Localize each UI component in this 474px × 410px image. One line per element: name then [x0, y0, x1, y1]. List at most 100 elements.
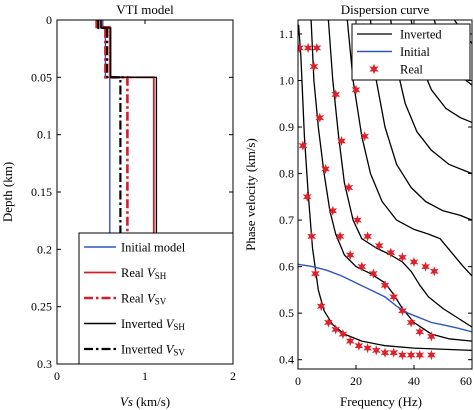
velocity-tick-label: 0.4 — [279, 353, 294, 367]
real-data-point — [386, 247, 396, 258]
depth-tick-label: 0.2 — [37, 242, 52, 256]
dispersion-legend: Inverted Initial Real — [351, 23, 471, 81]
series-line-inv_sh — [100, 20, 158, 364]
vs-tick-label: 2 — [230, 369, 236, 383]
real-data-point — [321, 163, 330, 174]
real-data-point — [406, 349, 416, 361]
frequency-tick-label: 60 — [460, 374, 472, 388]
real-data-point — [312, 42, 322, 53]
dispersion-plot-frame — [297, 19, 473, 370]
depth-tick-label: 0.05 — [31, 70, 52, 84]
vs-axis-label: Vs (km/s) — [120, 394, 170, 409]
depth-tick-label: 0 — [46, 13, 52, 27]
real-data-point — [389, 291, 399, 303]
inverted-mode-curve — [298, 24, 472, 352]
real-data-point — [398, 349, 407, 361]
real-data-point — [315, 112, 325, 123]
legend-label: Inverted VSH — [121, 317, 185, 332]
frequency-tick-label: 0 — [295, 374, 301, 388]
real-data-point — [363, 231, 372, 242]
depth-tick-label: 0.15 — [31, 185, 52, 199]
real-data-point — [345, 336, 355, 347]
real-data-point — [316, 301, 326, 312]
vs-tick-label: 1 — [142, 369, 148, 383]
real-data-point — [380, 280, 390, 291]
vti-model-title: VTI model — [116, 2, 174, 17]
real-data-point — [353, 215, 362, 226]
real-data-point — [324, 317, 333, 328]
inverted-mode-curve — [346, 20, 472, 277]
legend-label: Initial model — [121, 241, 186, 255]
real-data-point — [421, 261, 430, 272]
real-data-point — [328, 205, 338, 216]
real-data-point — [354, 340, 364, 351]
vti-model-legend: Initial model Real VSH Real VSV Inverted VS… — [78, 232, 234, 365]
real-data-point — [363, 343, 372, 354]
inverted-mode-curve — [369, 20, 472, 221]
vti-model-panel: VTI model Depth (km) Vs (km/s) 0 1 2 0 0.05 0… — [0, 2, 236, 409]
real-data-point — [303, 42, 313, 53]
depth-tick-label: 0.1 — [37, 128, 52, 142]
legend-label: Initial — [400, 45, 430, 59]
real-data-point — [331, 324, 341, 335]
real-data-point — [415, 326, 425, 337]
series-line-inv_sv — [97, 20, 122, 364]
real-data-point — [335, 231, 345, 242]
dispersion-ticks: 0 20 40 60 0.4 0.5 0.6 0.7 0.8 0.9 1.0 1.1 — [279, 20, 473, 388]
real-data-point — [398, 305, 407, 316]
velocity-tick-label: 1.0 — [279, 73, 294, 87]
series-line-real_sv — [95, 20, 129, 364]
velocity-tick-label: 1.1 — [279, 27, 294, 41]
real-data-point — [429, 266, 439, 277]
real-data-point — [398, 252, 407, 263]
legend-label: Real — [400, 63, 423, 77]
real-data-point — [357, 261, 367, 272]
real-data-point — [298, 140, 308, 151]
real-data-point — [427, 331, 436, 342]
real-data-point — [309, 61, 319, 72]
real-data-point — [311, 268, 320, 279]
real-data-point — [331, 89, 341, 100]
real-data-point — [415, 349, 425, 361]
legend-label: Inverted — [400, 28, 442, 42]
inverted-mode-curve — [310, 20, 472, 342]
real-data-point — [360, 131, 370, 142]
real-data-point — [338, 329, 348, 340]
velocity-tick-label: 0.6 — [279, 260, 294, 274]
velocity-tick-label: 0.8 — [279, 167, 294, 181]
depth-tick-label: 0.25 — [31, 300, 52, 314]
legend-label: Inverted VSV — [121, 343, 185, 358]
initial-curve — [298, 263, 472, 333]
frequency-tick-label: 40 — [408, 374, 420, 388]
vs-axis-label-unit: (km/s) — [133, 394, 170, 409]
real-data-point — [351, 84, 361, 95]
frequency-tick-label: 20 — [350, 374, 362, 388]
vti-model-ticks: 0 1 2 0 0.05 0.1 0.15 0.2 0.25 0.3 — [31, 13, 236, 383]
real-data-point — [298, 42, 304, 53]
phase-velocity-axis-label: Phase velocity (km/s) — [243, 138, 258, 251]
frequency-axis-label: Frequency (Hz) — [340, 394, 422, 409]
real-data-point — [337, 135, 346, 147]
legend-label: Real VSV — [121, 292, 167, 307]
inverted-mode-curve — [327, 20, 472, 328]
velocity-tick-label: 0.7 — [279, 213, 294, 227]
real-data-point — [374, 240, 384, 251]
vs-tick-label: 0 — [54, 369, 60, 383]
velocity-tick-label: 0.9 — [279, 120, 294, 134]
real-data-point — [302, 191, 312, 202]
dispersion-curve-panel: Dispersion curve Phase velocity (km/s) F… — [243, 2, 473, 409]
real-data-point — [406, 317, 416, 328]
dispersion-curve-title: Dispersion curve — [341, 2, 430, 17]
real-data-point — [427, 349, 436, 361]
legend-swatch — [369, 63, 379, 75]
real-data-point — [389, 347, 399, 358]
vti-model-series — [95, 20, 158, 364]
real-data-point — [307, 231, 317, 242]
legend-label: Real VSH — [121, 266, 167, 281]
real-data-point — [344, 182, 354, 193]
depth-axis-label: Depth (km) — [0, 162, 15, 222]
real-data-point — [409, 256, 419, 268]
real-data-point — [371, 345, 381, 356]
real-data-point — [345, 249, 355, 261]
